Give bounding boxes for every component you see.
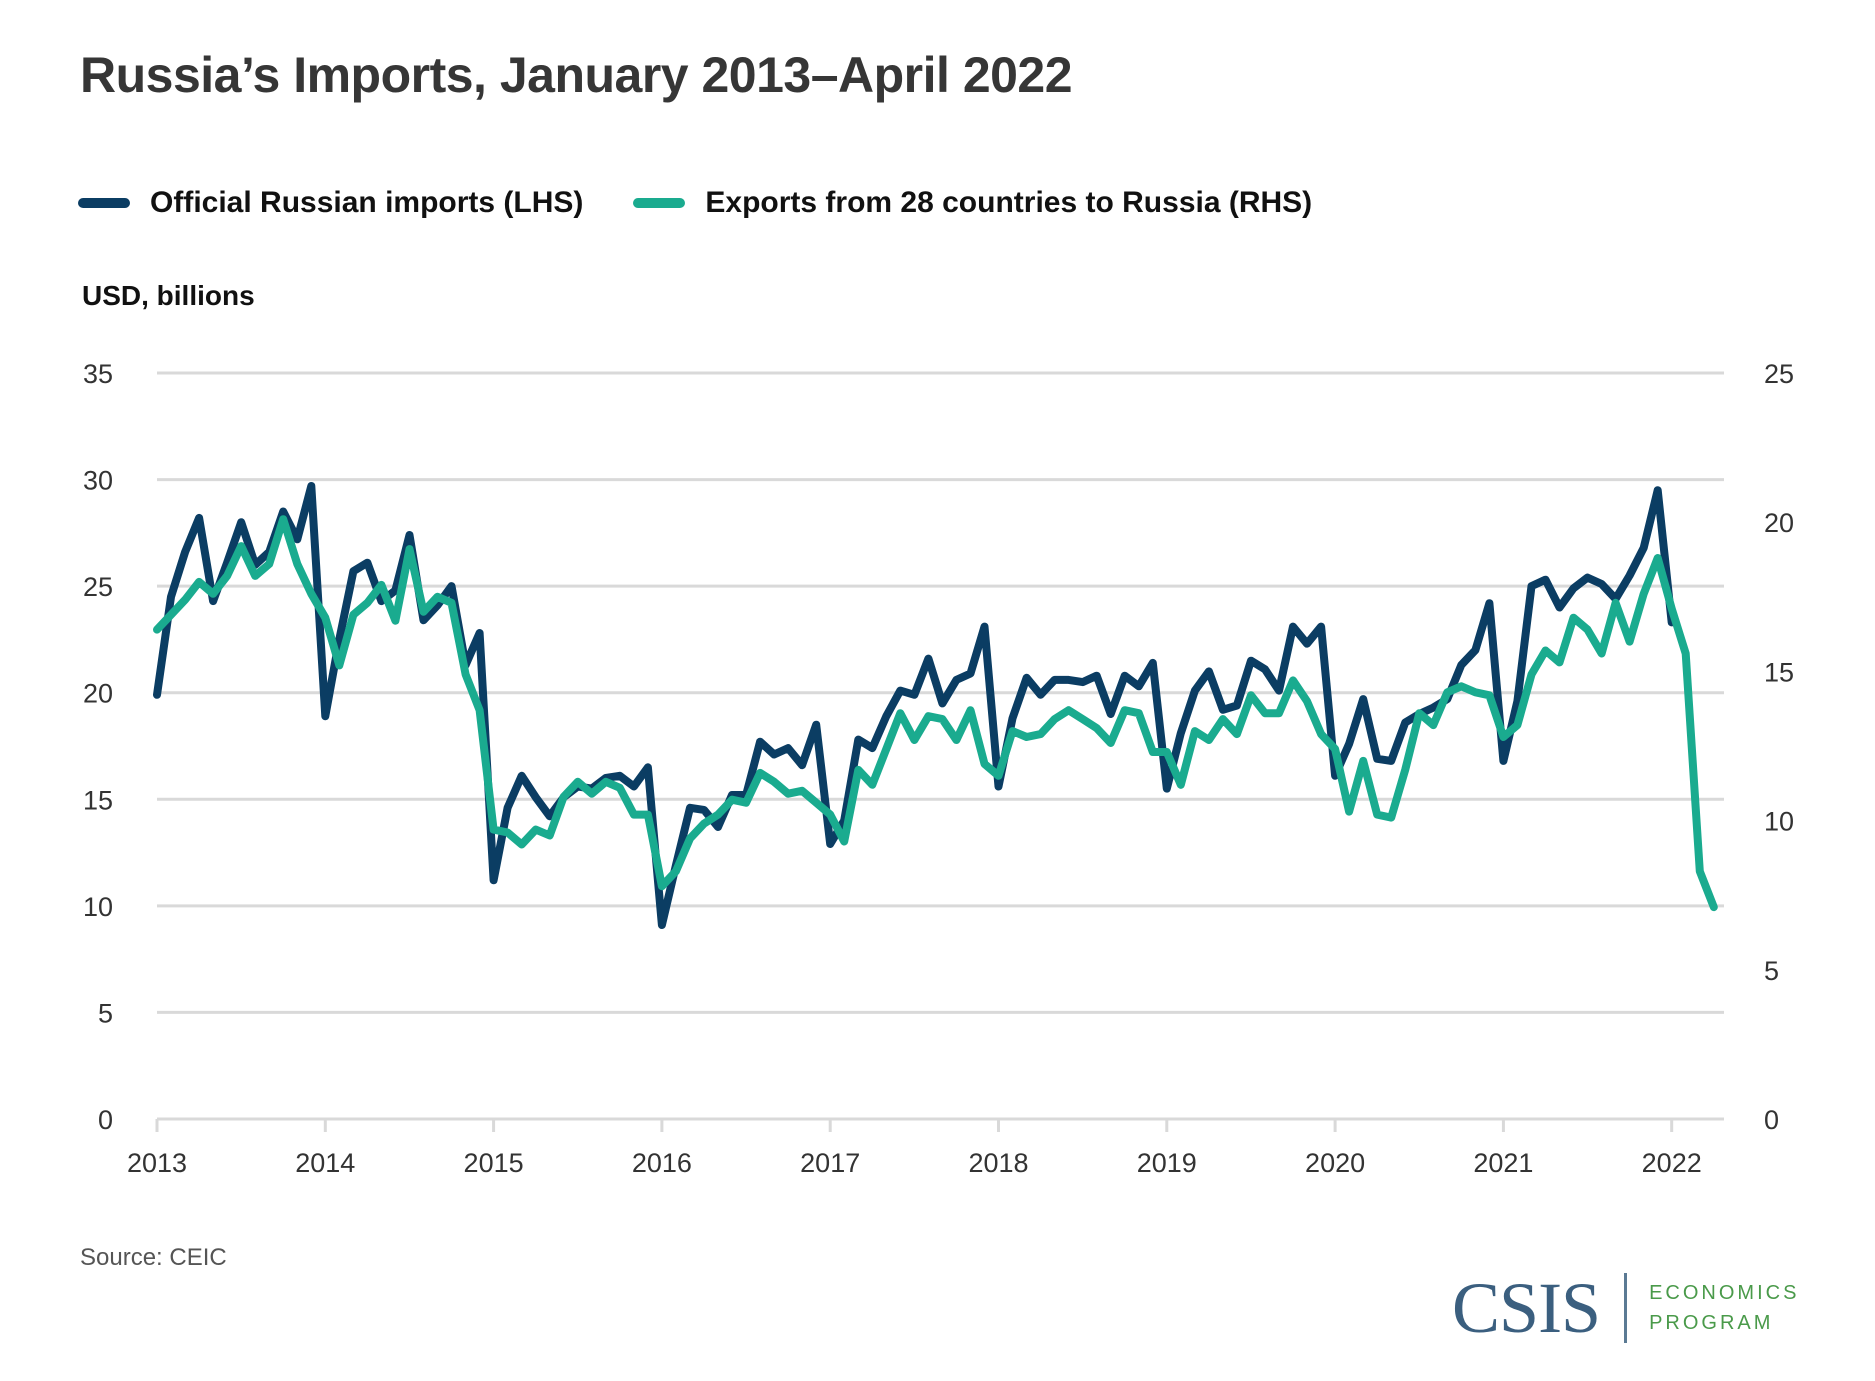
chart-title: Russia’s Imports, January 2013–April 202… [80, 47, 1073, 103]
x-tick-label: 2014 [295, 1148, 355, 1178]
series-lines [153, 482, 1718, 929]
x-tick-label: 2017 [800, 1148, 860, 1178]
legend-item-exports: Exports from 28 countries to Russia (RHS… [633, 186, 1312, 220]
y-left-tick-label: 10 [83, 892, 113, 922]
y-axis-left: 0 5 10 15 20 25 30 35 [83, 359, 113, 1135]
y-left-tick-label: 5 [98, 998, 113, 1028]
y-right-tick-label: 5 [1764, 956, 1779, 986]
y-right-tick-label: 25 [1764, 359, 1794, 389]
y-axis-unit-label: USD, billions [82, 280, 255, 311]
x-tick-label: 2022 [1642, 1148, 1702, 1178]
y-left-tick-label: 30 [83, 466, 113, 496]
x-tick-label: 2018 [968, 1148, 1028, 1178]
source-note: Source: CEIC [80, 1244, 227, 1271]
logo-subtitle: ECONOMICS PROGRAM [1649, 1278, 1799, 1338]
series-line-exports [153, 515, 1718, 912]
y-right-tick-label: 0 [1764, 1105, 1779, 1135]
x-axis: 2013 2014 2015 2016 2017 2018 2019 2020 2021 2022 [127, 1119, 1702, 1178]
gridlines [157, 371, 1724, 1121]
x-tick-label: 2020 [1305, 1148, 1365, 1178]
x-tick-label: 2013 [127, 1148, 187, 1178]
y-left-tick-label: 20 [83, 679, 113, 709]
y-left-tick-label: 25 [83, 572, 113, 602]
legend-swatch-exports [633, 198, 686, 208]
legend-label-exports: Exports from 28 countries to Russia (RHS… [705, 186, 1313, 219]
logo-wordmark: CSIS [1452, 1268, 1601, 1348]
x-tick-label: 2015 [464, 1148, 524, 1178]
y-left-tick-label: 35 [83, 359, 113, 389]
csis-logo: CSIS ECONOMICS PROGRAM [1452, 1272, 1799, 1344]
y-right-tick-label: 10 [1764, 807, 1794, 837]
y-left-tick-label: 15 [83, 785, 113, 815]
logo-sub-line-1: ECONOMICS [1649, 1282, 1800, 1304]
legend: Official Russian imports (LHS) Exports f… [78, 186, 1362, 220]
x-tick-label: 2021 [1473, 1148, 1533, 1178]
y-axis-right: 0 5 10 15 20 25 [1764, 359, 1794, 1135]
x-tick-label: 2016 [632, 1148, 692, 1178]
legend-label-imports: Official Russian imports (LHS) [150, 186, 584, 219]
legend-swatch-imports [78, 198, 130, 208]
legend-item-imports: Official Russian imports (LHS) [78, 186, 583, 220]
logo-divider [1624, 1273, 1628, 1343]
y-right-tick-label: 20 [1764, 508, 1794, 538]
y-right-tick-label: 15 [1764, 657, 1794, 687]
y-left-tick-label: 0 [98, 1105, 113, 1135]
x-tick-label: 2019 [1137, 1148, 1197, 1178]
logo-sub-line-2: PROGRAM [1649, 1312, 1774, 1334]
